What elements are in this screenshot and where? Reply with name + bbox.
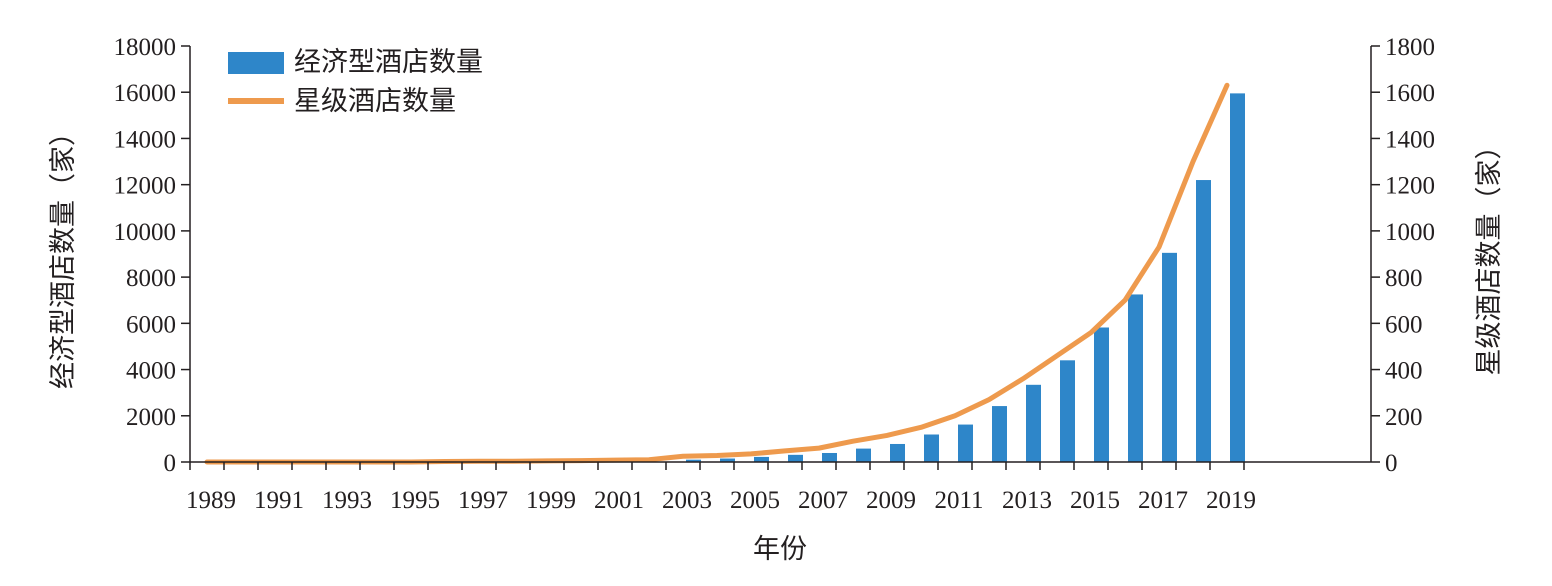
right-y-tick-label: 1000 — [1385, 219, 1435, 246]
left-y-tick-label: 0 — [164, 450, 177, 477]
x-tick-label: 1999 — [526, 487, 576, 514]
legend: 经济型酒店数量 星级酒店数量 — [228, 47, 483, 116]
right-y-tick-label: 1600 — [1385, 80, 1435, 107]
x-tick-label: 1995 — [390, 487, 440, 514]
left-y-tick-label: 6000 — [126, 311, 176, 338]
left-y-tick-label: 8000 — [126, 265, 176, 292]
bar-2015 — [1094, 327, 1109, 462]
x-tick-label: 2013 — [1002, 487, 1052, 514]
bar-series-economy-hotels — [686, 93, 1245, 462]
x-tick-label: 2009 — [866, 487, 916, 514]
bar-2012 — [992, 406, 1007, 462]
x-tick-label: 1993 — [322, 487, 372, 514]
bar-2016 — [1128, 294, 1143, 462]
x-tick-label: 2015 — [1070, 487, 1120, 514]
right-y-tick-label: 1200 — [1385, 173, 1435, 200]
left-y-tick-label: 4000 — [126, 358, 176, 385]
x-tick-label: 2019 — [1206, 487, 1256, 514]
x-tick-label: 1989 — [186, 487, 236, 514]
bar-2006 — [788, 455, 803, 462]
right-y-tick-label: 600 — [1385, 311, 1423, 338]
x-tick-label: 2001 — [594, 487, 644, 514]
bar-2010 — [924, 434, 939, 462]
left-y-tick-label: 12000 — [114, 173, 177, 200]
right-y-tick-label: 200 — [1385, 404, 1423, 431]
bar-2013 — [1026, 385, 1041, 462]
x-tick-label: 2017 — [1138, 487, 1188, 514]
left-y-tick-label: 16000 — [114, 80, 177, 107]
left-y-axis-title: 经济型酒店数量（家） — [48, 119, 78, 389]
bar-2007 — [822, 453, 837, 462]
right-y-axis-title: 星级酒店数量（家） — [1474, 133, 1504, 376]
right-y-tick-label: 1400 — [1385, 126, 1435, 153]
x-tick-label: 1997 — [458, 487, 508, 514]
x-tick-label: 2003 — [662, 487, 712, 514]
bar-2017 — [1162, 253, 1177, 462]
x-axis-title: 年份 — [753, 534, 807, 564]
bar-2005 — [754, 457, 769, 462]
legend-label-economy-hotels: 经济型酒店数量 — [294, 47, 483, 77]
x-tick-label: 2005 — [730, 487, 780, 514]
right-y-tick-label: 1800 — [1385, 34, 1435, 61]
left-y-tick-label: 10000 — [114, 219, 177, 246]
bar-2009 — [890, 444, 905, 462]
legend-label-star-hotels: 星级酒店数量 — [294, 86, 456, 116]
left-y-tick-label: 18000 — [114, 34, 177, 61]
bar-2008 — [856, 449, 871, 462]
legend-swatch-economy-hotels — [228, 52, 284, 74]
right-y-tick-label: 800 — [1385, 265, 1423, 292]
right-y-tick-label: 400 — [1385, 358, 1423, 385]
x-tick-label: 2011 — [934, 487, 983, 514]
right-y-tick-label: 0 — [1385, 450, 1398, 477]
left-y-tick-label: 14000 — [114, 126, 177, 153]
bar-2014 — [1060, 360, 1075, 462]
x-tick-label: 1991 — [254, 487, 304, 514]
bar-2019 — [1230, 93, 1245, 462]
bar-2018 — [1196, 180, 1211, 462]
left-y-tick-label: 2000 — [126, 404, 176, 431]
x-tick-label: 2007 — [798, 487, 848, 514]
bar-2011 — [958, 425, 973, 462]
